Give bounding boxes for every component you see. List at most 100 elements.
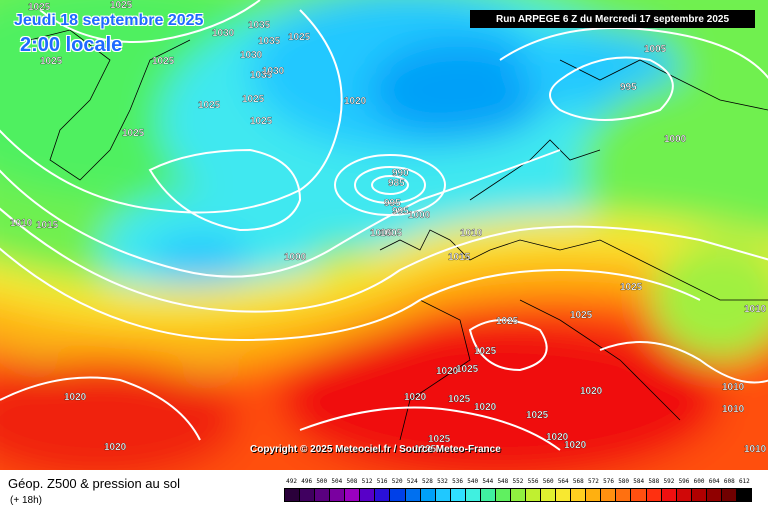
isobar-label: 1025 xyxy=(620,282,643,293)
isobar-label: 1005 xyxy=(370,228,393,239)
isobar-label: 1025 xyxy=(428,434,451,445)
isobar-label: 1010 xyxy=(722,404,745,415)
scale-label: 560 xyxy=(542,478,554,485)
scale-label: 548 xyxy=(497,478,509,485)
copyright: Copyright © 2025 Meteociel.fr / Source M… xyxy=(250,444,501,455)
scale-label: 564 xyxy=(557,478,569,485)
scale-swatch xyxy=(661,489,677,501)
isobar-label: 1025 xyxy=(250,116,273,127)
isobar-label: 1025 xyxy=(288,32,311,43)
scale-label: 500 xyxy=(316,478,328,485)
color-field xyxy=(0,0,768,470)
isobar-label: 1025 xyxy=(152,56,175,67)
scale-swatch xyxy=(571,489,587,501)
isobar-label: 995 xyxy=(620,82,637,93)
scale-label: 508 xyxy=(346,478,358,485)
isobar-label: 1025 xyxy=(448,394,471,405)
isobar-label: 1020 xyxy=(580,386,603,397)
lead-time: (+ 18h) xyxy=(10,495,42,506)
scale-label: 540 xyxy=(467,478,479,485)
isobar-label: 1025 xyxy=(40,56,63,67)
scale-swatch xyxy=(330,489,346,501)
isobar-label: 1020 xyxy=(436,366,459,377)
scale-label: 512 xyxy=(361,478,373,485)
scale-swatch xyxy=(510,489,526,501)
scale-swatch xyxy=(360,489,376,501)
isobar-label: 1020 xyxy=(344,96,367,107)
isobar-label: 1010 xyxy=(460,228,483,239)
scale-label: 496 xyxy=(301,478,313,485)
isobar-label: 1025 xyxy=(198,100,221,111)
scale-label: 572 xyxy=(588,478,599,485)
scale-swatch xyxy=(435,489,451,501)
scale-label: 492 xyxy=(286,478,297,485)
scale-label: 568 xyxy=(572,478,584,485)
isobar-label: 1015 xyxy=(36,220,59,231)
isobar-label: 1020 xyxy=(474,402,497,413)
scale-swatch xyxy=(345,489,361,501)
scale-swatch xyxy=(315,489,331,501)
isobar-label: 1000 xyxy=(664,134,687,145)
legend-footer: Géop. Z500 & pression au sol (+ 18h) 492… xyxy=(0,470,768,512)
isobar-label: 1025 xyxy=(122,128,145,139)
scale-swatch xyxy=(721,489,737,501)
scale-label: 516 xyxy=(376,478,388,485)
scale-swatch xyxy=(646,489,662,501)
color-scale-labels: 492 496 500 504 508 512 516 520 524 528 532 536 540 5… xyxy=(284,478,752,488)
scale-swatch xyxy=(616,489,632,501)
scale-label: 556 xyxy=(527,478,539,485)
scale-swatch xyxy=(420,489,436,501)
isobar-label: 1030 xyxy=(262,66,285,77)
weather-map: 1025 1025 1035 1030 1035 1025 1025 1025 1030 1035… xyxy=(0,0,768,470)
isobar-label: 1025 xyxy=(526,410,549,421)
scale-swatch xyxy=(480,489,496,501)
isobar-label: 1000 xyxy=(284,252,307,263)
isobar-label: 1015 xyxy=(448,252,471,263)
scale-label: 528 xyxy=(421,478,433,485)
product-title: Géop. Z500 & pression au sol xyxy=(8,476,180,491)
scale-swatch xyxy=(586,489,602,501)
scale-swatch xyxy=(736,489,751,501)
isobar-label: 1025 xyxy=(414,444,437,455)
isobar-label: 1000 xyxy=(408,210,431,221)
scale-swatch xyxy=(526,489,542,501)
scale-label: 524 xyxy=(406,478,418,485)
isobar-label: 1020 xyxy=(404,392,427,403)
scale-label: 584 xyxy=(633,478,645,485)
isobar-label: 1010 xyxy=(744,304,767,315)
isobar-label: 1020 xyxy=(104,442,127,453)
scale-label: 604 xyxy=(708,478,720,485)
coastlines xyxy=(29,29,768,441)
scale-label: 576 xyxy=(603,478,614,485)
isobar-label: 1010 xyxy=(10,218,33,229)
isobar-label: 1025 xyxy=(496,316,519,327)
scale-label: 588 xyxy=(648,478,660,485)
scale-label: 536 xyxy=(452,478,463,485)
isobar-label: 1005 xyxy=(380,228,403,239)
isobar-label: 1035 xyxy=(250,70,273,81)
scale-swatch xyxy=(676,489,692,501)
isobar-label: 1025 xyxy=(110,0,133,11)
isobar-label: 1025 xyxy=(28,2,51,13)
scale-swatch xyxy=(285,489,301,501)
run-info: Run ARPEGE 6 Z du Mercredi 17 septembre … xyxy=(470,10,755,28)
scale-swatch xyxy=(556,489,572,501)
isobar-label: 1020 xyxy=(64,392,87,403)
isobar-label: 1030 xyxy=(212,28,235,39)
scale-swatch xyxy=(495,489,511,501)
isobar-label: 995 xyxy=(392,206,409,217)
isobar-label: 1025 xyxy=(242,94,265,105)
scale-label: 552 xyxy=(512,478,524,485)
scale-label: 608 xyxy=(723,478,735,485)
scale-label: 612 xyxy=(738,478,750,485)
scale-label: 600 xyxy=(693,478,705,485)
isobar-label: 995 xyxy=(384,198,401,209)
isobar-label: 990 xyxy=(392,168,409,179)
isobar-label: 1025 xyxy=(456,364,479,375)
isobar-label: 1020 xyxy=(564,440,587,451)
isobar-label: 1035 xyxy=(248,20,271,31)
isobar-label: 1025 xyxy=(570,310,593,321)
isobars xyxy=(0,0,768,450)
